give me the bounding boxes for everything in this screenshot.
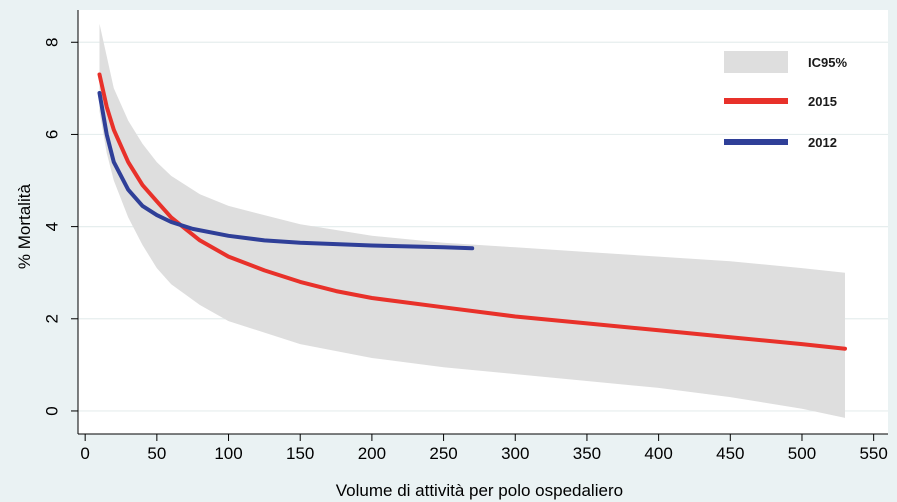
x-tick-label-50: 50 — [147, 444, 166, 463]
y-tick-label-2: 2 — [43, 314, 62, 323]
x-tick-label-200: 200 — [358, 444, 386, 463]
y-tick-label-4: 4 — [43, 222, 62, 231]
x-tick-label-350: 350 — [573, 444, 601, 463]
legend: IC95% 2015 2012 — [724, 51, 847, 150]
x-tick-label-400: 400 — [644, 444, 672, 463]
axes: 0 2 4 6 8 0 50 100 150 200 250 300 350 400 450 500 550 — [43, 10, 888, 463]
x-tick-label-100: 100 — [214, 444, 242, 463]
y-tick-label-0: 0 — [43, 406, 62, 415]
y-tick-label-8: 8 — [43, 38, 62, 47]
legend-swatch-band — [724, 51, 788, 73]
confidence-band — [99, 23, 845, 418]
legend-label-2012: 2012 — [808, 135, 837, 150]
y-axis-title: % Mortalità — [15, 184, 34, 270]
legend-label-band: IC95% — [808, 55, 847, 70]
confidence-band-layer — [99, 23, 845, 418]
series-line-2015 — [97, 72, 847, 351]
x-tick-label-500: 500 — [788, 444, 816, 463]
series-line-2012 — [97, 91, 475, 251]
x-tick-label-450: 450 — [716, 444, 744, 463]
x-tick-label-0: 0 — [80, 444, 89, 463]
x-tick-label-550: 550 — [859, 444, 887, 463]
x-axis-title: Volume di attività per polo ospedaliero — [336, 481, 623, 500]
legend-label-2015: 2015 — [808, 94, 837, 109]
y-tick-label-6: 6 — [43, 130, 62, 139]
x-tick-label-250: 250 — [429, 444, 457, 463]
series-layer — [97, 72, 847, 351]
x-tick-label-300: 300 — [501, 444, 529, 463]
x-tick-label-150: 150 — [286, 444, 314, 463]
